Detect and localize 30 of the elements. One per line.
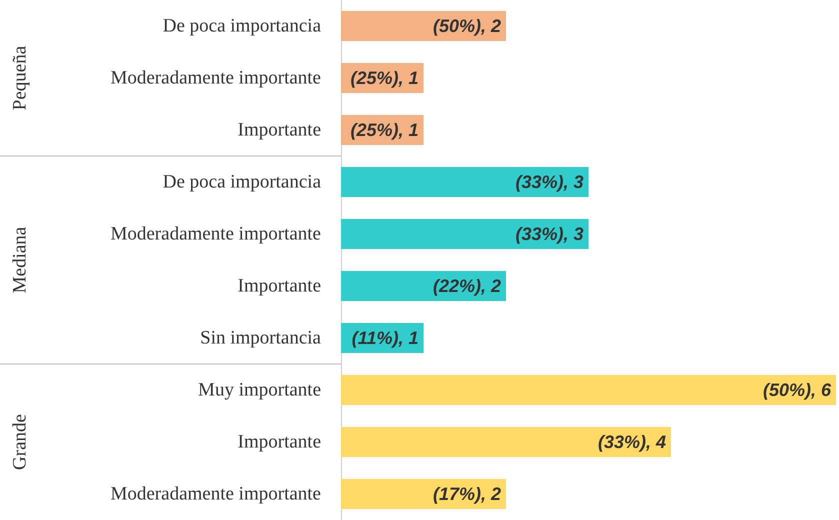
bar xyxy=(341,427,671,457)
y-tick-label: Sin importancia xyxy=(200,328,322,348)
bar xyxy=(341,219,588,249)
y-tick-label: Moderadamente importante xyxy=(110,484,321,504)
y-tick-label: Importante xyxy=(238,432,321,452)
bar xyxy=(341,167,588,197)
data-label: (33%), 3 xyxy=(515,224,584,244)
y-tick-label: Moderadamente importante xyxy=(110,224,321,244)
bar xyxy=(341,11,506,41)
y-tick-label: Muy importante xyxy=(198,380,321,400)
bar xyxy=(341,271,506,301)
data-label: (25%), 1 xyxy=(350,68,418,88)
text: Grande xyxy=(10,414,30,470)
y-tick-label: Moderadamente importante xyxy=(110,68,321,88)
y-tick-label: De poca importancia xyxy=(162,16,322,36)
bar xyxy=(341,479,506,509)
y-tick-label: Importante xyxy=(238,120,321,140)
y-tick-label: Importante xyxy=(238,276,321,296)
data-label: (25%), 1 xyxy=(350,120,418,140)
data-label: (11%), 1 xyxy=(352,328,418,348)
data-label: (17%), 2 xyxy=(432,484,501,504)
data-label: (33%), 4 xyxy=(598,432,666,452)
y-tick-label: De poca importancia xyxy=(162,172,322,192)
text: Mediana xyxy=(10,226,30,294)
data-label: (50%), 6 xyxy=(762,380,832,400)
text: Pequeña xyxy=(10,45,30,110)
data-label: (50%), 2 xyxy=(432,16,501,36)
bar xyxy=(341,375,836,405)
data-label: (22%), 2 xyxy=(432,276,501,296)
data-label: (33%), 3 xyxy=(515,172,584,192)
